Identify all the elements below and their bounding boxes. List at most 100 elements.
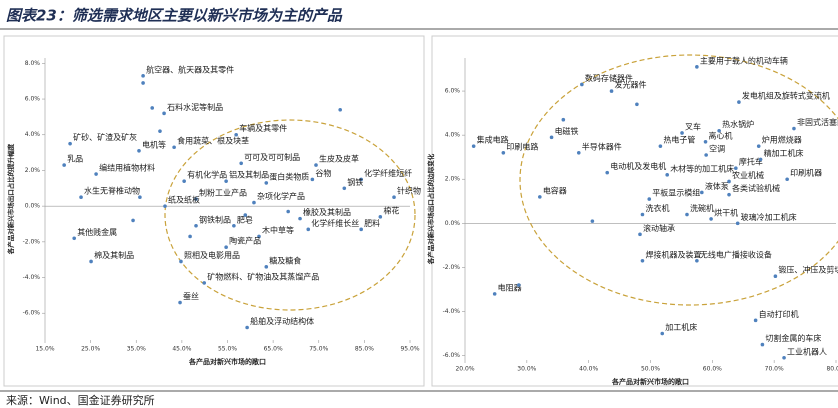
data-point xyxy=(561,117,566,122)
point-label: 印刷机器 xyxy=(790,168,822,178)
x-tick-label: 30.0% xyxy=(517,366,536,373)
data-point xyxy=(695,259,699,263)
point-label: 棉花 xyxy=(383,205,399,215)
point-label: 焊接机器及装置 xyxy=(645,249,701,259)
point-label: 肥料 xyxy=(364,218,380,228)
point-label: 钢铁制品 xyxy=(199,214,231,224)
y-tick-label: -2.0% xyxy=(23,238,41,245)
data-point xyxy=(232,223,236,228)
data-point xyxy=(605,170,610,175)
data-point xyxy=(753,318,758,323)
data-point xyxy=(243,213,248,217)
y-axis-label: 各产品对新兴市场出口占比的提升幅度 xyxy=(6,143,15,255)
y-axis-label: 各产品对新兴市场出口占比的边际变化 xyxy=(426,153,435,265)
point-label: 烘干机 xyxy=(714,207,738,217)
data-point xyxy=(298,216,302,221)
y-tick-label: -4.0% xyxy=(23,274,41,281)
data-point xyxy=(471,144,476,148)
point-label: 其他贱金属 xyxy=(77,227,117,237)
page-title: 图表23：筛选需求地区主要以新兴市场为主的产品 xyxy=(6,7,343,25)
x-axis-label: 各产品对新兴市场的敞口 xyxy=(611,377,689,386)
data-point xyxy=(163,204,167,208)
data-point xyxy=(264,181,269,185)
x-tick-label: 85.0% xyxy=(355,346,374,353)
x-tick-label: 80.0% xyxy=(826,366,838,373)
point-label: 肥皂 xyxy=(237,214,253,224)
point-label: 平板显示模组 xyxy=(652,188,700,198)
y-tick-label: -6.0% xyxy=(23,310,41,317)
data-point xyxy=(239,161,243,166)
data-point xyxy=(501,150,506,155)
point-label: 洗衣机 xyxy=(645,203,669,213)
point-label: 切割金属的车床 xyxy=(765,333,821,343)
point-label: 液体泵 xyxy=(705,181,729,191)
point-label: 热水锅炉 xyxy=(722,119,754,129)
point-label: 纸及纸板 xyxy=(168,195,200,205)
data-point xyxy=(172,145,176,150)
data-point xyxy=(234,132,238,137)
point-label: 锻压、冲压及剪切机床 xyxy=(778,265,838,275)
data-point xyxy=(640,259,645,263)
data-point xyxy=(286,209,290,214)
data-point xyxy=(516,283,521,287)
data-point xyxy=(734,166,738,171)
point-label: 矿物燃料、矿物油及其蒸馏产品 xyxy=(207,271,319,281)
data-point xyxy=(194,197,198,201)
data-point xyxy=(538,195,542,199)
y-tick-label: 0.0% xyxy=(445,220,461,227)
point-label: 食用蔬菜、根及块茎 xyxy=(177,136,249,146)
point-label: 糖及糖食 xyxy=(269,255,301,265)
x-axis-label: 各产品对新兴市场的敞口 xyxy=(188,357,266,366)
point-label: 蛋白类物质 xyxy=(269,171,309,181)
data-point xyxy=(178,300,182,305)
data-point xyxy=(727,192,731,197)
panel-frame xyxy=(3,35,425,387)
point-label: 石料水泥等制品 xyxy=(167,102,223,112)
data-point xyxy=(131,218,135,223)
point-label: 非固式活塞内燃机 xyxy=(797,117,838,127)
data-point xyxy=(717,128,721,133)
point-label: 无线电广播接收设备 xyxy=(700,249,772,259)
x-tick-label: 70.0% xyxy=(765,366,784,373)
data-point xyxy=(576,150,581,155)
x-tick-label: 50.0% xyxy=(641,366,660,373)
data-point xyxy=(338,107,342,112)
data-point xyxy=(179,259,183,264)
data-point xyxy=(635,102,639,107)
point-label: 有机化学品 xyxy=(187,170,227,180)
point-label: 摩托车 xyxy=(739,157,763,167)
point-label: 滚动轴承 xyxy=(643,223,675,233)
point-label: 编结用植物材料 xyxy=(99,163,155,173)
y-tick-label: 4.0% xyxy=(445,132,461,139)
point-label: 生皮及皮革 xyxy=(319,154,359,164)
x-tick-label: 55.0% xyxy=(218,346,237,353)
point-label: 发电机组及旋转式变流机 xyxy=(742,91,830,101)
source-note: 来源：Wind、国金证券研究所 xyxy=(6,393,155,407)
point-label: 数码存储器件 xyxy=(585,73,633,83)
data-point xyxy=(640,212,645,217)
y-tick-label: 6.0% xyxy=(25,96,41,103)
data-point xyxy=(378,215,383,219)
data-point xyxy=(72,236,76,241)
y-tick-label: -2.0% xyxy=(443,264,461,271)
data-point xyxy=(224,245,228,249)
data-point xyxy=(314,163,318,167)
data-point xyxy=(647,197,652,201)
data-point xyxy=(150,106,155,110)
point-label: 船舶及浮动结构体 xyxy=(250,316,314,326)
point-label: 车辆及其零件 xyxy=(239,123,287,133)
y-tick-label: 6.0% xyxy=(445,88,461,95)
y-tick-label: 8.0% xyxy=(25,60,41,67)
point-label: 乳品 xyxy=(67,154,83,164)
data-point xyxy=(549,135,554,140)
data-point xyxy=(709,217,713,221)
data-point xyxy=(359,227,363,232)
point-label: 电动机及发电机 xyxy=(610,161,666,171)
data-point xyxy=(257,234,261,239)
point-label: 蚕丝 xyxy=(183,291,199,301)
data-point xyxy=(658,144,663,148)
data-point xyxy=(680,131,684,135)
data-point xyxy=(638,232,642,237)
point-label: 木中草等 xyxy=(262,225,294,235)
point-label: 电容器 xyxy=(543,185,567,195)
